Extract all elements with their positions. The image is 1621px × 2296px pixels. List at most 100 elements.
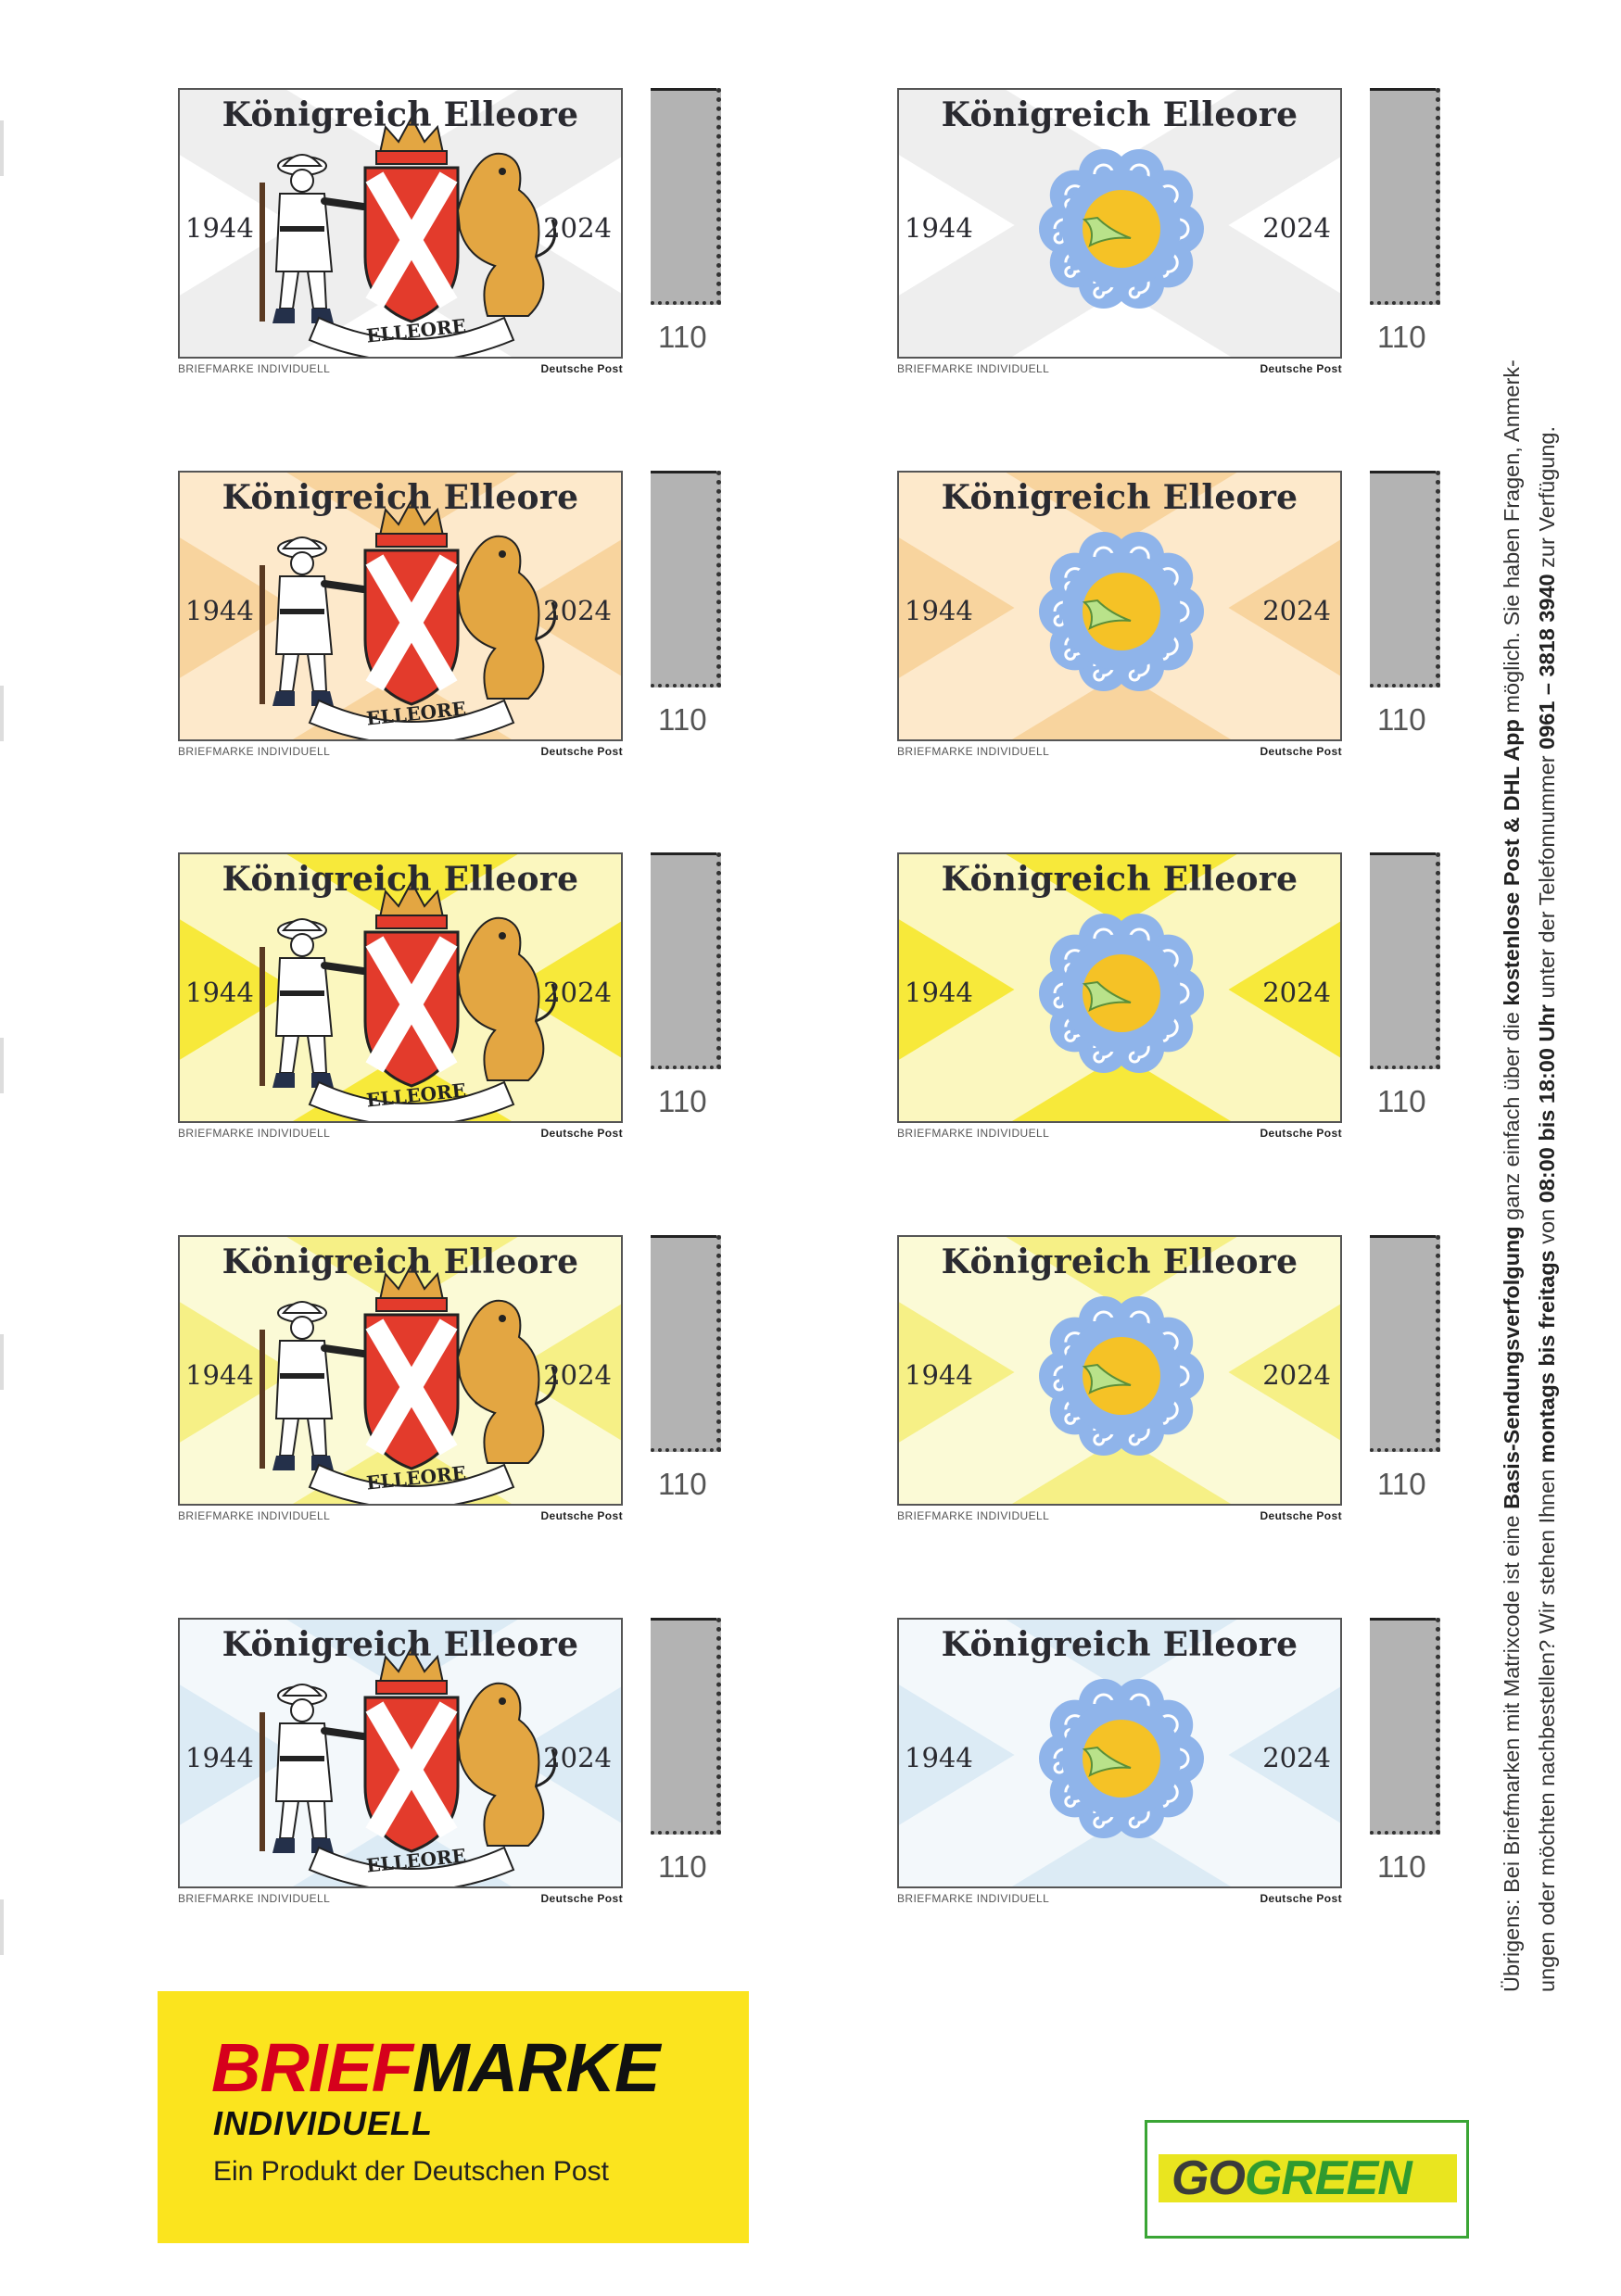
stamp-background [899, 854, 1340, 1121]
stamp-title: Königreich Elleore [941, 1625, 1298, 1664]
code-top-edge [1370, 88, 1436, 91]
lion [456, 152, 557, 317]
year-right: 2024 [1262, 1359, 1331, 1391]
swirl-sun [1039, 1296, 1204, 1456]
matrix-code-placeholder [651, 852, 721, 1069]
stamp-coat-of-arms: Königreich Elleore 1944 2024 ELLEORE BRIEF… [178, 1235, 623, 1522]
stamp-coat-of-arms: Königreich Elleore 1944 2024 ELLEORE BRIEF… [178, 471, 623, 758]
banner [308, 1463, 515, 1504]
caption-briefmarke-individuell: BRIEFMARKE INDIVIDUELL [897, 1892, 1050, 1905]
code-top-edge [651, 1618, 716, 1621]
caption-briefmarke-individuell: BRIEFMARKE INDIVIDUELL [897, 1127, 1050, 1140]
year-left: 1944 [905, 977, 973, 1008]
caption-briefmarke-individuell: BRIEFMARKE INDIVIDUELL [178, 1127, 331, 1140]
code-top-edge [651, 852, 716, 855]
code-top-edge [1370, 852, 1436, 855]
matrix-code-placeholder [651, 1235, 721, 1452]
caption-briefmarke-individuell: BRIEFMARKE INDIVIDUELL [178, 1509, 331, 1522]
year-left: 1944 [185, 1742, 254, 1773]
stamp-background [180, 473, 621, 739]
year-right: 2024 [543, 212, 612, 244]
year-left: 1944 [905, 1359, 973, 1391]
year-left: 1944 [905, 212, 973, 244]
postage-value: 110 [1377, 702, 1426, 737]
caption-deutsche-post: Deutsche Post [1260, 1509, 1342, 1522]
caption-deutsche-post: Deutsche Post [540, 745, 623, 758]
stamp-image: Königreich Elleore 1944 2024 ELLEORE [178, 471, 623, 741]
shield [363, 549, 460, 706]
lion [456, 1299, 557, 1464]
caption-deutsche-post: Deutsche Post [1260, 362, 1342, 375]
side-note-line-2: ungen oder möchten nachbestellen? Wir st… [1535, 425, 1559, 1992]
postage-value: 110 [1377, 1849, 1426, 1884]
caption-briefmarke-individuell: BRIEFMARKE INDIVIDUELL [178, 1892, 331, 1905]
postage-value: 110 [658, 702, 707, 737]
lion [456, 916, 557, 1081]
stamp-title: Königreich Elleore [941, 95, 1298, 134]
year-right: 2024 [543, 1359, 612, 1391]
banner [308, 1080, 515, 1121]
lion [456, 535, 557, 700]
sheet-edge-mark [0, 1899, 4, 1955]
stamp-background [180, 854, 621, 1121]
year-right: 2024 [1262, 977, 1331, 1008]
year-left: 1944 [185, 212, 254, 244]
stamp-image: Königreich Elleore 1944 2024 [897, 1235, 1342, 1506]
side-note: Übrigens: Bei Briefmarken mit Matrixcode… [1494, 65, 1596, 1992]
postage-value: 110 [658, 320, 707, 354]
caption-deutsche-post: Deutsche Post [1260, 745, 1342, 758]
stamp-background [899, 1620, 1340, 1886]
soldier-figure [260, 536, 367, 706]
stamp-image: Königreich Elleore 1944 2024 ELLEORE [178, 1235, 623, 1506]
matrix-code-placeholder [1370, 88, 1440, 305]
shield [363, 1313, 460, 1470]
year-left: 1944 [905, 1742, 973, 1773]
shield [363, 1696, 460, 1853]
postage-value: 110 [658, 1849, 707, 1884]
logo-subtitle: INDIVIDUELL [213, 2104, 434, 2142]
stamp-coat-of-arms: Königreich Elleore 1944 2024 ELLEORE BRIEF… [178, 852, 623, 1140]
stamp-coat-of-arms: Königreich Elleore 1944 2024 ELLEORE BRIEF… [178, 1618, 623, 1905]
sheet-edge-mark [0, 686, 4, 741]
stamp-image: Königreich Elleore 1944 2024 [897, 471, 1342, 741]
year-right: 2024 [1262, 212, 1331, 244]
year-right: 2024 [543, 977, 612, 1008]
code-top-edge [1370, 1235, 1436, 1238]
stamp-image: Königreich Elleore 1944 2024 ELLEORE [178, 88, 623, 359]
stamp-background [899, 90, 1340, 357]
stamp-title: Königreich Elleore [222, 478, 579, 517]
stamp-image: Königreich Elleore 1944 2024 ELLEORE [178, 1618, 623, 1888]
stamp-title: Königreich Elleore [222, 1625, 579, 1664]
year-right: 2024 [543, 1742, 612, 1773]
code-top-edge [1370, 1618, 1436, 1621]
stamp-title: Königreich Elleore [941, 478, 1298, 517]
year-left: 1944 [905, 595, 973, 626]
stamp-image: Königreich Elleore 1944 2024 [897, 852, 1342, 1123]
matrix-code-placeholder [1370, 1618, 1440, 1835]
caption-briefmarke-individuell: BRIEFMARKE INDIVIDUELL [897, 745, 1050, 758]
crown [375, 1645, 448, 1695]
crown [375, 1262, 448, 1312]
gogreen-wordmark: GOGREEN [1171, 2151, 1412, 2205]
stamp-title: Königreich Elleore [222, 860, 579, 899]
stamp-swirl-sun: Königreich Elleore 1944 2024 BRIEFMARKE I… [897, 471, 1342, 758]
postage-value: 110 [1377, 1084, 1426, 1118]
shield [363, 930, 460, 1088]
banner [308, 699, 515, 739]
stamp-image: Königreich Elleore 1944 2024 [897, 88, 1342, 359]
stamp-swirl-sun: Königreich Elleore 1944 2024 BRIEFMARKE I… [897, 852, 1342, 1140]
swirl-sun [1039, 149, 1204, 309]
code-top-edge [651, 1235, 716, 1238]
year-right: 2024 [1262, 595, 1331, 626]
stamp-coat-of-arms: Königreich Elleore 1944 2024 ELLEORE BRIEF… [178, 88, 623, 375]
stamp-background [899, 1237, 1340, 1504]
caption-briefmarke-individuell: BRIEFMARKE INDIVIDUELL [178, 362, 331, 375]
stamp-swirl-sun: Königreich Elleore 1944 2024 BRIEFMARKE I… [897, 1235, 1342, 1522]
soldier-figure [260, 1684, 367, 1853]
stamp-title: Königreich Elleore [941, 1243, 1298, 1281]
crown [375, 498, 448, 548]
crown [375, 115, 448, 165]
postage-value: 110 [658, 1467, 707, 1501]
stamp-image: Königreich Elleore 1944 2024 ELLEORE [178, 852, 623, 1123]
